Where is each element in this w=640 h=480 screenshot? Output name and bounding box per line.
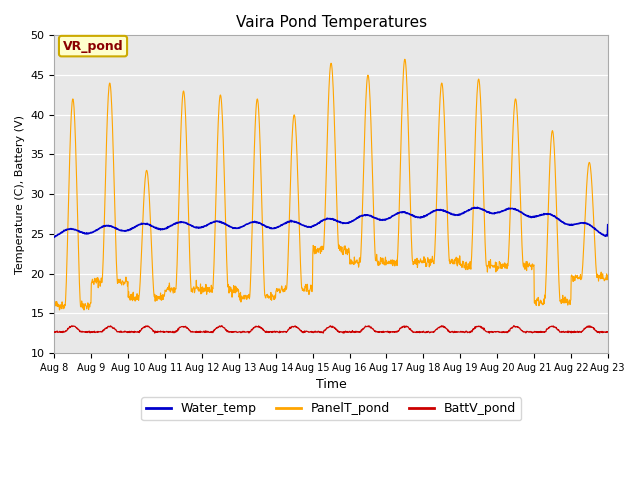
- Text: VR_pond: VR_pond: [63, 40, 124, 53]
- Legend: Water_temp, PanelT_pond, BattV_pond: Water_temp, PanelT_pond, BattV_pond: [141, 397, 521, 420]
- Y-axis label: Temperature (C), Battery (V): Temperature (C), Battery (V): [15, 115, 25, 274]
- X-axis label: Time: Time: [316, 378, 346, 391]
- Title: Vaira Pond Temperatures: Vaira Pond Temperatures: [236, 15, 427, 30]
